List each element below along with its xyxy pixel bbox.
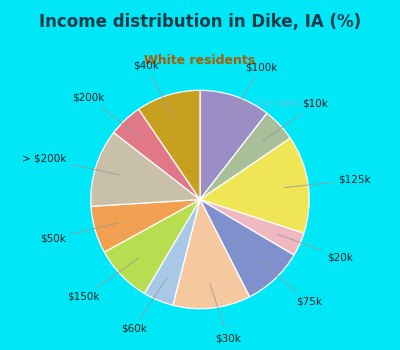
- Text: $10k: $10k: [262, 99, 328, 142]
- Wedge shape: [173, 199, 250, 309]
- Wedge shape: [91, 133, 200, 206]
- Wedge shape: [200, 199, 294, 297]
- Text: $50k: $50k: [40, 223, 119, 244]
- Wedge shape: [144, 199, 200, 305]
- Text: $150k: $150k: [67, 258, 139, 302]
- Wedge shape: [200, 199, 304, 255]
- Wedge shape: [139, 90, 200, 199]
- Wedge shape: [200, 138, 309, 233]
- Text: $200k: $200k: [72, 93, 142, 138]
- Text: Income distribution in Dike, IA (%): Income distribution in Dike, IA (%): [39, 13, 361, 30]
- Text: $125k: $125k: [284, 175, 371, 188]
- Wedge shape: [104, 199, 200, 294]
- Text: $75k: $75k: [258, 261, 322, 306]
- Text: City-Data.com: City-Data.com: [256, 99, 320, 108]
- Text: $60k: $60k: [121, 278, 167, 334]
- Wedge shape: [114, 109, 200, 200]
- Text: > $200k: > $200k: [22, 153, 119, 175]
- Text: $20k: $20k: [277, 234, 353, 262]
- Wedge shape: [91, 199, 200, 252]
- Text: $40k: $40k: [133, 61, 174, 119]
- Text: White residents: White residents: [144, 54, 256, 66]
- Wedge shape: [200, 90, 267, 199]
- Text: $100k: $100k: [228, 62, 278, 120]
- Wedge shape: [200, 113, 290, 199]
- Text: $30k: $30k: [210, 284, 241, 343]
